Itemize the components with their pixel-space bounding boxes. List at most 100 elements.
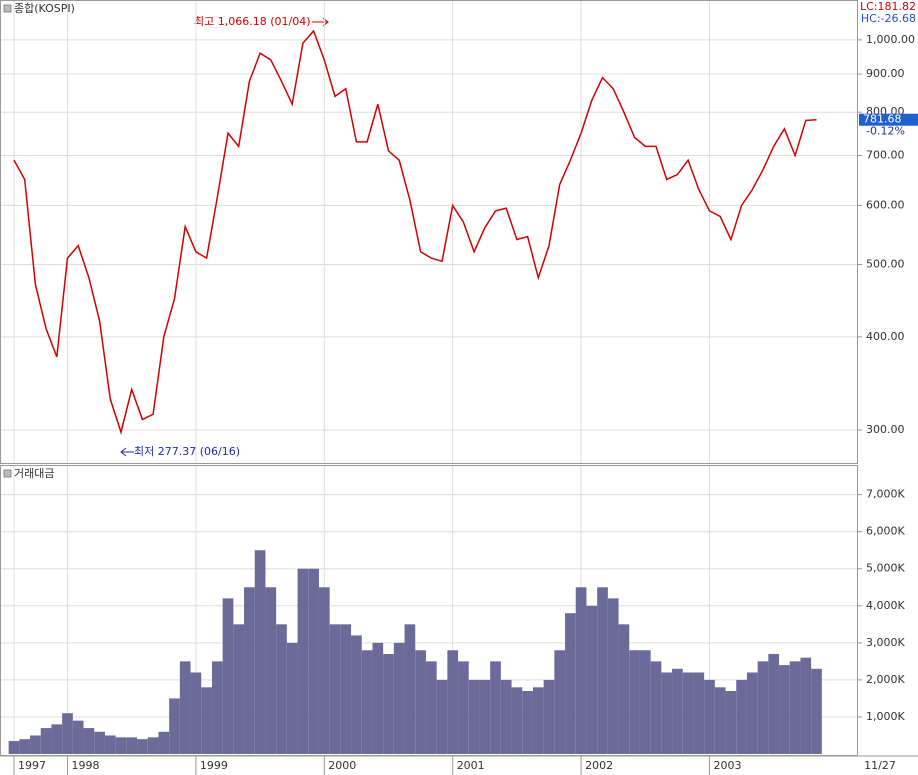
volume-bar (265, 587, 277, 754)
volume-bar (736, 679, 747, 754)
volume-bar (447, 650, 459, 754)
price-panel (0, 0, 858, 464)
volume-bar (811, 668, 822, 754)
volume-bar (672, 668, 683, 754)
volume-bar (607, 598, 619, 754)
volume-bar (522, 691, 533, 754)
volume-bar (179, 661, 191, 754)
volume-bar (383, 653, 394, 754)
volume-bar (62, 713, 73, 754)
y-tick-label: 400.00 (866, 330, 905, 343)
volume-bar (211, 661, 223, 754)
volume-bar (126, 737, 138, 754)
volume-bar (222, 598, 234, 754)
volume-bar (297, 568, 309, 754)
volume-bar (8, 741, 20, 754)
volume-bar (233, 624, 245, 754)
volume-bar (565, 613, 576, 754)
volume-bar (693, 672, 705, 754)
volume-bar (104, 735, 116, 754)
volume-bar (479, 679, 491, 754)
volume-bar (372, 642, 384, 754)
volume-bar (169, 698, 180, 754)
volume-bar (94, 731, 105, 754)
low-arrow (120, 447, 134, 457)
volume-bar (800, 657, 812, 754)
panel-icon (3, 4, 12, 13)
y-tick-label: 600.00 (866, 198, 905, 211)
x-tick-label: 1998 (72, 759, 100, 772)
volume-bar (404, 624, 416, 754)
volume-bar (661, 672, 673, 754)
stat-lc: LC:181.82 (860, 0, 916, 13)
y-tick-label: 4,000K (866, 599, 905, 612)
volume-bar (147, 737, 159, 754)
volume-bar (276, 624, 287, 754)
last-price-label: 781.68 (863, 113, 902, 126)
volume-bar (618, 624, 630, 754)
x-tick-label: 1999 (200, 759, 228, 772)
y-tick-label: 3,000K (866, 636, 905, 649)
volume-bar (629, 650, 640, 754)
price-title: 종합(KOSPI) (14, 2, 75, 15)
volume-bar (40, 728, 52, 754)
y-tick-label: 2,000K (866, 673, 905, 686)
volume-bar (158, 731, 170, 754)
volume-bar (340, 624, 352, 754)
volume-title: 거래대금 (14, 467, 54, 480)
volume-bar (532, 687, 544, 754)
volume-bar (543, 679, 555, 754)
x-tick-label: 2002 (585, 759, 613, 772)
volume-bar (575, 587, 587, 754)
volume-bar (458, 661, 469, 754)
volume-bar (639, 650, 651, 754)
x-tick-label: 1997 (18, 759, 46, 772)
high-annotation: 최고 1,066.18 (01/04) (194, 15, 311, 28)
volume-bar (436, 679, 448, 754)
volume-bar (682, 672, 694, 754)
volume-bar (254, 550, 266, 754)
x-tick-label: 2000 (328, 759, 356, 772)
volume-bar (83, 728, 95, 754)
volume-bar (393, 642, 405, 754)
volume-bar (468, 679, 480, 754)
volume-bar (586, 605, 598, 754)
volume-bar (361, 650, 373, 754)
volume-bar (30, 735, 41, 754)
stat-hc: HC:-26.68 (861, 12, 916, 25)
volume-bar (72, 720, 84, 754)
volume-bar (190, 672, 202, 754)
price-line (13, 29, 817, 435)
volume-bar (714, 687, 726, 754)
volume-bar (308, 568, 319, 754)
y-tick-label: 500.00 (866, 258, 905, 271)
panel-icon (3, 469, 12, 478)
volume-bar (415, 650, 426, 754)
volume-bar (137, 739, 148, 754)
volume-bar (244, 587, 255, 754)
y-tick-label: 6,000K (866, 525, 905, 538)
y-tick-label: 1,000K (866, 710, 905, 723)
volume-bar (51, 724, 63, 754)
volume-bar (597, 587, 608, 754)
volume-bar (746, 672, 758, 754)
volume-bar (425, 661, 437, 754)
y-tick-label: 7,000K (866, 488, 905, 501)
y-tick-label: 5,000K (866, 562, 905, 575)
volume-bar (704, 679, 715, 754)
volume-bar (789, 661, 801, 754)
volume-bar (318, 587, 330, 754)
volume-bar (286, 642, 298, 754)
volume-bar (329, 624, 341, 754)
y-tick-label: 700.00 (866, 148, 905, 161)
volume-bar (500, 679, 512, 754)
y-tick-label: 1,000.00 (866, 33, 915, 46)
last-price-tag (859, 113, 918, 126)
y-tick-label: 900.00 (866, 67, 905, 80)
volume-bar (768, 653, 780, 754)
low-annotation: 최저 277.37 (06/16) (134, 445, 240, 458)
change-label: -0.12% (866, 125, 905, 138)
volume-bar (757, 661, 769, 754)
